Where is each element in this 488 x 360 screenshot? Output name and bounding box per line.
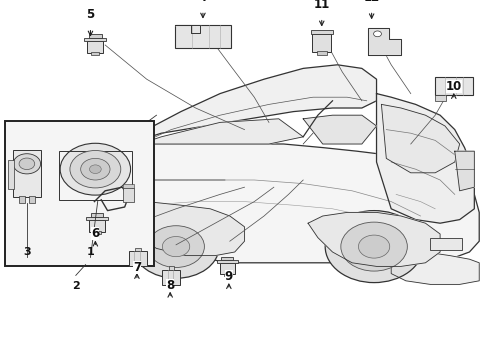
- Bar: [221, 257, 233, 260]
- Bar: [93, 231, 101, 234]
- Text: 7: 7: [133, 261, 141, 274]
- Bar: [91, 52, 99, 55]
- Polygon shape: [102, 65, 376, 158]
- Bar: [135, 248, 140, 251]
- Bar: [5, 121, 154, 266]
- Text: 10: 10: [445, 80, 461, 93]
- Bar: [310, 30, 332, 34]
- Polygon shape: [307, 212, 439, 266]
- Polygon shape: [367, 28, 400, 55]
- Bar: [87, 41, 103, 53]
- Polygon shape: [175, 25, 200, 33]
- Circle shape: [19, 158, 35, 170]
- Bar: [8, 160, 14, 189]
- Bar: [122, 184, 134, 188]
- Bar: [168, 266, 173, 270]
- Polygon shape: [95, 144, 478, 263]
- Text: 5: 5: [86, 8, 94, 21]
- Bar: [175, 25, 230, 48]
- Bar: [316, 51, 326, 55]
- Text: 6: 6: [91, 228, 99, 240]
- Bar: [217, 260, 237, 263]
- Bar: [429, 238, 461, 250]
- Circle shape: [162, 237, 189, 257]
- Circle shape: [373, 31, 381, 37]
- Bar: [59, 151, 132, 200]
- Polygon shape: [376, 94, 473, 223]
- Bar: [84, 38, 106, 41]
- Bar: [220, 263, 234, 274]
- Bar: [129, 251, 146, 266]
- Bar: [434, 95, 445, 101]
- Polygon shape: [454, 151, 473, 191]
- Bar: [162, 270, 180, 285]
- Circle shape: [13, 154, 41, 174]
- Text: 1: 1: [86, 247, 94, 257]
- Bar: [89, 220, 104, 232]
- Circle shape: [89, 165, 101, 174]
- Bar: [434, 77, 472, 95]
- Circle shape: [325, 211, 422, 283]
- Bar: [90, 213, 103, 217]
- Circle shape: [340, 222, 407, 271]
- Circle shape: [358, 235, 389, 258]
- Circle shape: [81, 158, 110, 180]
- Text: 12: 12: [363, 0, 379, 4]
- Bar: [223, 274, 231, 276]
- Polygon shape: [381, 104, 459, 173]
- Circle shape: [133, 215, 219, 278]
- Text: 8: 8: [166, 279, 174, 292]
- Circle shape: [70, 150, 121, 188]
- Bar: [312, 34, 330, 51]
- Text: 3: 3: [23, 247, 31, 257]
- Bar: [19, 196, 25, 203]
- Circle shape: [60, 143, 130, 195]
- Circle shape: [147, 226, 204, 267]
- Polygon shape: [107, 202, 244, 256]
- Bar: [85, 217, 108, 220]
- Bar: [13, 150, 41, 197]
- Text: 11: 11: [313, 0, 329, 11]
- Bar: [29, 196, 35, 203]
- Text: 2: 2: [72, 281, 80, 291]
- Text: 9: 9: [224, 270, 232, 283]
- Bar: [89, 34, 102, 38]
- Bar: [122, 188, 134, 202]
- Polygon shape: [390, 252, 478, 284]
- Text: 4: 4: [199, 0, 206, 4]
- Polygon shape: [107, 119, 303, 155]
- Polygon shape: [303, 115, 376, 144]
